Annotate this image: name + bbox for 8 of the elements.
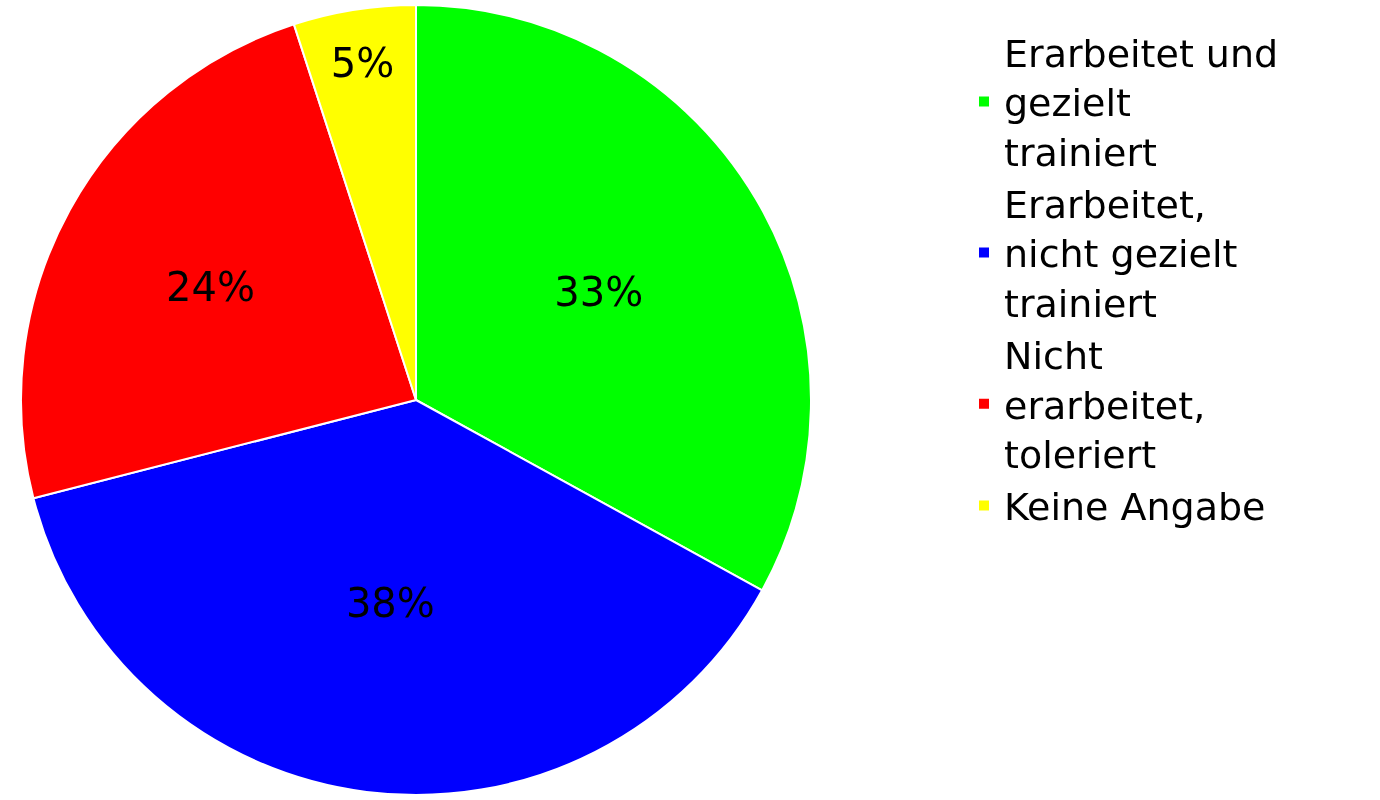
data-label: 33%	[554, 268, 644, 315]
legend-label: Nicht erarbeitet, toleriert	[1004, 334, 1206, 478]
legend-label: Keine Angabe	[1004, 485, 1266, 530]
data-label: 24%	[166, 264, 255, 311]
legend-label: Erarbeitet und gezielt trainiert	[1004, 31, 1279, 175]
data-label: 38%	[345, 580, 435, 627]
data-label: 5%	[330, 39, 395, 86]
legend-label: Erarbeitet, nicht gezielt trainiert	[1004, 183, 1238, 326]
